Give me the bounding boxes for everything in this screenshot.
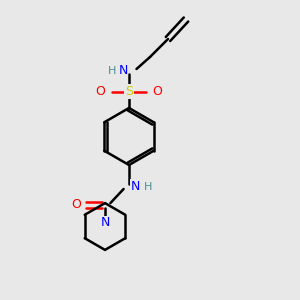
Text: N: N xyxy=(131,180,140,193)
Text: N: N xyxy=(118,64,128,77)
Text: N: N xyxy=(100,216,110,230)
Text: O: O xyxy=(96,85,105,98)
Text: H: H xyxy=(108,65,117,76)
Text: O: O xyxy=(71,198,81,211)
Text: S: S xyxy=(125,85,133,98)
Text: H: H xyxy=(144,182,153,192)
Text: O: O xyxy=(153,85,162,98)
